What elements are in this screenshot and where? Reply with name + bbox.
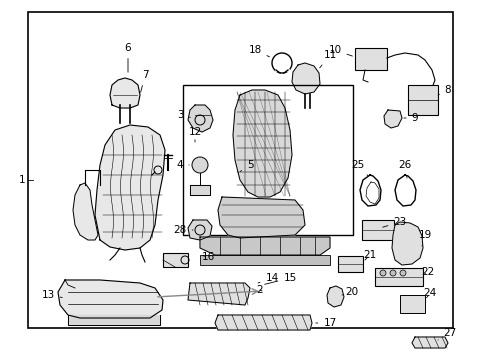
Text: 15: 15 bbox=[264, 273, 296, 284]
Text: 12: 12 bbox=[188, 127, 201, 142]
Polygon shape bbox=[58, 280, 163, 318]
Polygon shape bbox=[95, 125, 164, 250]
Bar bbox=[183, 85, 352, 235]
Polygon shape bbox=[110, 78, 140, 108]
Text: 11: 11 bbox=[319, 50, 336, 68]
Text: 2: 2 bbox=[256, 285, 263, 295]
Text: 18: 18 bbox=[248, 45, 269, 57]
Text: 28: 28 bbox=[173, 225, 193, 235]
Polygon shape bbox=[391, 222, 422, 265]
Circle shape bbox=[389, 270, 395, 276]
Bar bbox=[361, 220, 393, 240]
Text: 14: 14 bbox=[258, 273, 278, 283]
Text: 17: 17 bbox=[315, 318, 336, 328]
Bar bbox=[163, 253, 187, 267]
Text: 16: 16 bbox=[201, 252, 214, 262]
Polygon shape bbox=[187, 105, 213, 132]
Circle shape bbox=[399, 270, 405, 276]
Text: 3: 3 bbox=[176, 110, 190, 120]
Polygon shape bbox=[326, 286, 343, 307]
Circle shape bbox=[379, 270, 385, 276]
Text: 10: 10 bbox=[328, 45, 352, 56]
Polygon shape bbox=[190, 185, 209, 195]
Text: 22: 22 bbox=[421, 267, 434, 277]
Bar bbox=[407, 85, 437, 115]
Text: 26: 26 bbox=[398, 160, 411, 178]
Text: 19: 19 bbox=[418, 230, 431, 246]
Bar bbox=[354, 48, 386, 70]
Text: 8: 8 bbox=[437, 85, 450, 95]
Polygon shape bbox=[218, 197, 305, 238]
Polygon shape bbox=[383, 110, 401, 128]
Text: 24: 24 bbox=[423, 288, 436, 298]
Polygon shape bbox=[291, 63, 319, 94]
Circle shape bbox=[192, 157, 207, 173]
Bar bbox=[200, 255, 329, 265]
Text: 25: 25 bbox=[351, 160, 367, 176]
Text: 27: 27 bbox=[437, 328, 456, 340]
Text: 23: 23 bbox=[382, 217, 406, 227]
Text: 6: 6 bbox=[124, 43, 131, 72]
Polygon shape bbox=[68, 315, 160, 325]
Text: 9: 9 bbox=[403, 113, 417, 123]
Bar bbox=[374, 268, 422, 286]
Polygon shape bbox=[200, 237, 329, 255]
Polygon shape bbox=[232, 90, 291, 197]
Text: 7: 7 bbox=[141, 70, 148, 92]
Text: 5: 5 bbox=[240, 160, 253, 171]
Polygon shape bbox=[187, 283, 249, 305]
Bar bbox=[399, 295, 424, 313]
Polygon shape bbox=[73, 183, 98, 240]
Bar bbox=[28, 12, 452, 328]
Text: 20: 20 bbox=[341, 287, 358, 297]
Bar bbox=[337, 256, 362, 272]
Polygon shape bbox=[411, 337, 447, 348]
Text: 13: 13 bbox=[41, 290, 62, 300]
Polygon shape bbox=[187, 220, 212, 240]
Text: 21: 21 bbox=[363, 250, 376, 260]
Text: 4: 4 bbox=[176, 160, 189, 170]
Polygon shape bbox=[215, 315, 311, 330]
Text: 1: 1 bbox=[19, 175, 25, 185]
